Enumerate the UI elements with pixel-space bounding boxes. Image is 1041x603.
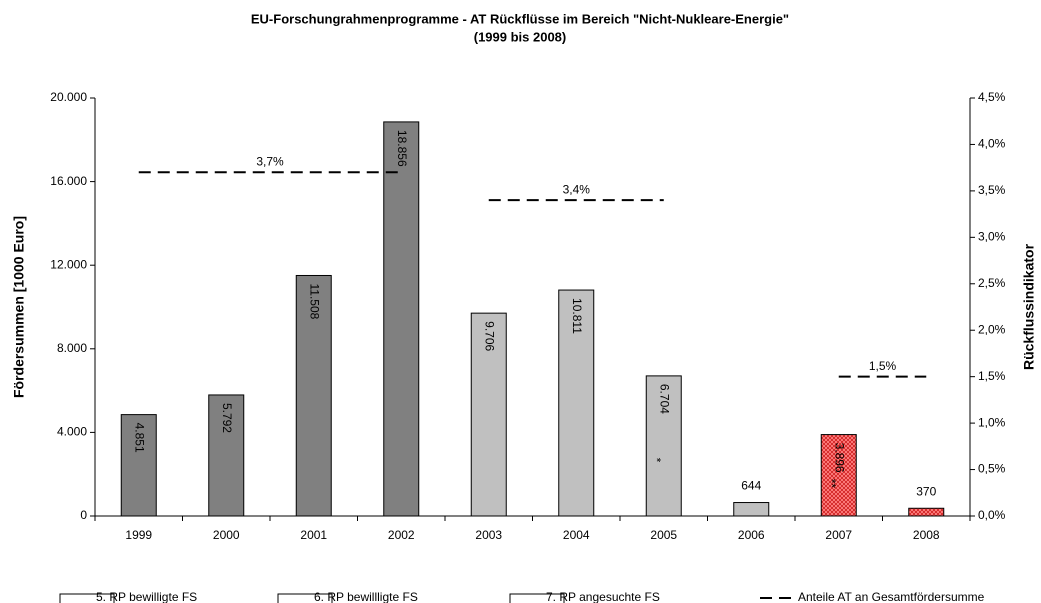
- annotation: **: [825, 479, 839, 489]
- y2-tick-label: 1,0%: [978, 415, 1006, 429]
- y2-tick-label: 3,0%: [978, 230, 1006, 244]
- bar: [383, 121, 420, 517]
- y-tick-label: 8.000: [57, 341, 87, 355]
- y-tick-label: 20.000: [50, 90, 87, 104]
- data-label: 5.792: [220, 403, 234, 433]
- x-tick-label: 2003: [475, 528, 502, 542]
- data-label: 644: [741, 479, 761, 493]
- annotation: *: [650, 458, 664, 463]
- y2-tick-label: 3,5%: [978, 183, 1006, 197]
- y2-tick-label: 0,0%: [978, 508, 1006, 522]
- y-tick-label: 16.000: [50, 174, 87, 188]
- y-axis-label: Fördersummen [1000 Euro]: [11, 216, 27, 398]
- x-tick-label: 1999: [125, 528, 152, 542]
- bar: [733, 502, 770, 517]
- bar: [820, 434, 857, 517]
- data-label: 6.704: [658, 384, 672, 414]
- legend-label: 7. RP angesuchte FS: [546, 590, 660, 603]
- y2-tick-label: 4,0%: [978, 137, 1006, 151]
- x-tick-label: 2004: [563, 528, 590, 542]
- y2-tick-label: 2,5%: [978, 276, 1006, 290]
- legend-label: 6. RP bewillligte FS: [314, 590, 418, 603]
- legend-swatch: [59, 593, 115, 603]
- bar: [295, 274, 332, 517]
- y2-axis-label: Rückflussindikator: [1021, 243, 1037, 370]
- bar: [470, 312, 507, 517]
- data-label: 11.508: [308, 283, 322, 319]
- x-tick-label: 2002: [388, 528, 415, 542]
- bar: [558, 289, 595, 517]
- bar: [208, 394, 245, 517]
- data-label: 4.851: [133, 423, 147, 453]
- x-tick-label: 2000: [213, 528, 240, 542]
- legend-label: 5. RP bewilligte FS: [96, 590, 197, 603]
- data-label: 18.856: [395, 130, 409, 167]
- data-label: 3,7%: [256, 154, 284, 168]
- x-tick-label: 2005: [650, 528, 677, 542]
- data-label: 9.706: [483, 321, 497, 351]
- bar: [120, 414, 157, 517]
- chart-title: EU-Forschungrahmenprogramme - AT Rückflü…: [251, 11, 789, 26]
- y2-tick-label: 1,5%: [978, 369, 1006, 383]
- data-label: 1,5%: [869, 359, 897, 373]
- bar: [908, 507, 945, 517]
- data-label: 3.896: [833, 443, 847, 473]
- legend-label: Anteile AT an Gesamtfördersumme: [798, 590, 985, 603]
- y2-tick-label: 4,5%: [978, 90, 1006, 104]
- legend-swatch: [277, 593, 333, 603]
- x-tick-label: 2008: [913, 528, 940, 542]
- bar: [645, 375, 682, 517]
- y-tick-label: 0: [80, 508, 87, 522]
- data-label: 10.811: [570, 298, 584, 334]
- y-tick-label: 12.000: [50, 257, 87, 271]
- y-tick-label: 4.000: [57, 425, 87, 439]
- y2-tick-label: 2,0%: [978, 322, 1006, 336]
- data-label: 370: [916, 484, 936, 498]
- x-tick-label: 2001: [300, 528, 327, 542]
- chart-subtitle: (1999 bis 2008): [474, 29, 567, 44]
- data-label: 3,4%: [563, 182, 591, 196]
- legend-swatch: [509, 593, 565, 603]
- x-tick-label: 2006: [738, 528, 765, 542]
- y2-tick-label: 0,5%: [978, 462, 1006, 476]
- x-tick-label: 2007: [825, 528, 852, 542]
